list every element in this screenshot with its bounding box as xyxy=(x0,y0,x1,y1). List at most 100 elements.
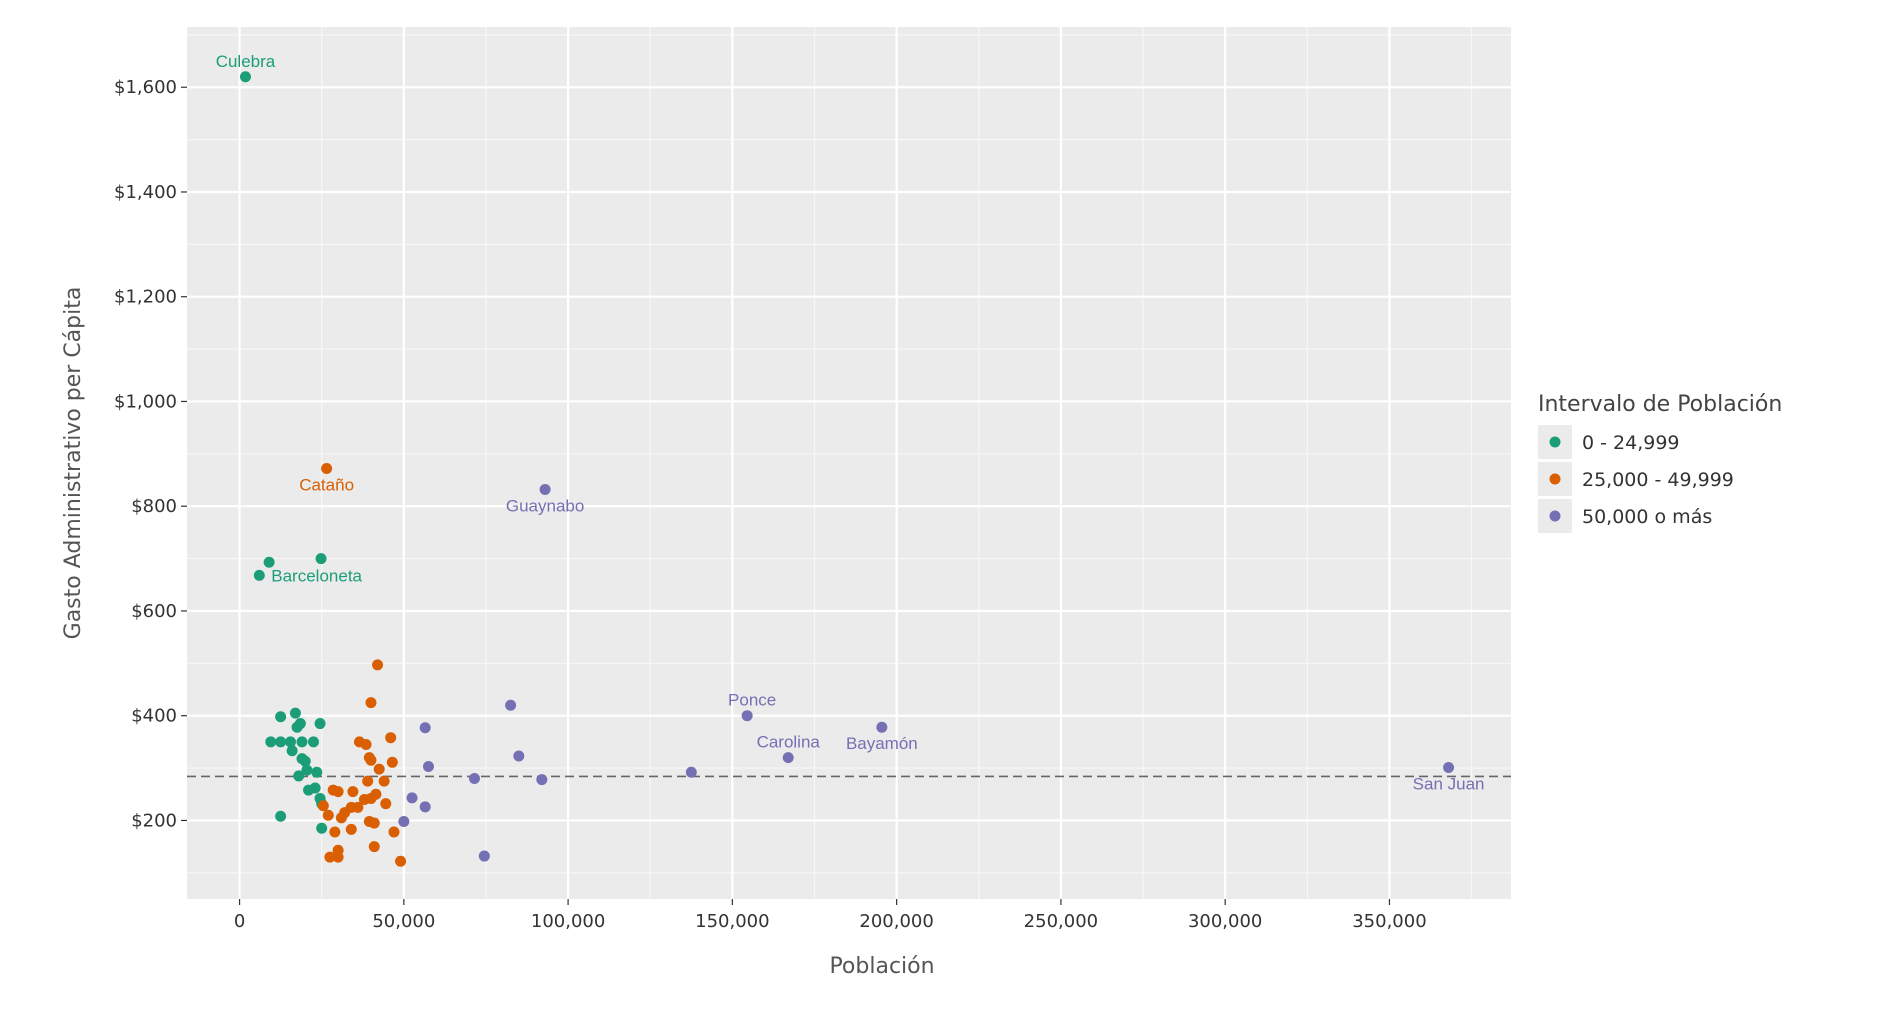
data-point xyxy=(782,752,794,764)
y-axis-ticks: $200 $400 $600 $800 $1,000 $1,200 $1,400 $1,600 xyxy=(114,77,187,831)
legend-swatch xyxy=(1549,510,1561,522)
point-label: San Juan xyxy=(1413,775,1485,794)
data-point xyxy=(398,815,410,827)
data-point xyxy=(536,774,548,786)
data-point xyxy=(385,732,397,744)
data-point xyxy=(307,736,319,748)
data-point xyxy=(324,851,336,863)
legend-label: 50,000 o más xyxy=(1582,506,1712,528)
data-point xyxy=(332,786,344,798)
point-label: Bayamón xyxy=(846,734,918,753)
legend-swatch xyxy=(1549,436,1561,448)
point-label: Carolina xyxy=(757,733,821,752)
data-point xyxy=(291,721,303,733)
data-point xyxy=(311,766,323,778)
legend-label: 0 - 24,999 xyxy=(1582,432,1680,454)
data-point xyxy=(539,483,551,495)
data-point xyxy=(478,850,490,862)
data-point xyxy=(335,812,347,824)
data-point xyxy=(406,792,418,804)
minor-gridlines xyxy=(187,27,1511,899)
data-point xyxy=(419,801,431,813)
y-tick-label: $1,000 xyxy=(114,391,177,412)
data-point xyxy=(352,801,364,813)
data-point xyxy=(293,770,305,782)
y-axis-title: Gasto Administrativo per Cápita xyxy=(61,287,86,640)
data-point xyxy=(360,739,372,751)
data-point xyxy=(317,800,329,812)
data-point xyxy=(289,707,301,719)
data-point xyxy=(321,462,333,474)
data-point xyxy=(368,841,380,853)
data-point xyxy=(284,736,296,748)
legend-label: 25,000 - 49,999 xyxy=(1582,469,1734,491)
data-point xyxy=(299,755,311,767)
legend-entries: 0 - 24,999 25,000 - 49,999 50,000 o más xyxy=(1538,425,1734,533)
x-tick-label: 250,000 xyxy=(1024,911,1098,932)
data-point xyxy=(365,697,377,709)
x-tick-label: 50,000 xyxy=(372,911,435,932)
plot-panel xyxy=(187,27,1511,899)
data-point xyxy=(741,710,753,722)
point-label: Guaynabo xyxy=(506,496,584,515)
data-point xyxy=(1443,762,1455,774)
data-points xyxy=(239,71,1455,867)
x-axis-ticks: 0 50,000 100,000 150,000 200,000 250,000 300,0… xyxy=(234,899,1427,932)
data-point xyxy=(316,822,328,834)
data-point xyxy=(386,756,398,768)
data-point xyxy=(296,736,308,748)
point-label: Barceloneta xyxy=(271,566,362,585)
data-point xyxy=(303,784,315,796)
x-axis-title: Población xyxy=(829,954,934,979)
data-point xyxy=(263,556,275,568)
data-point xyxy=(422,760,434,772)
data-point xyxy=(275,810,287,822)
data-point xyxy=(253,569,265,581)
x-tick-label: 200,000 xyxy=(859,911,933,932)
data-point xyxy=(345,823,357,835)
data-point xyxy=(468,773,480,785)
data-point xyxy=(329,826,341,838)
data-point xyxy=(275,736,287,748)
x-tick-label: 350,000 xyxy=(1352,911,1426,932)
legend-title: Intervalo de Población xyxy=(1538,392,1782,417)
x-tick-label: 150,000 xyxy=(695,911,769,932)
point-label: Culebra xyxy=(216,52,276,71)
legend: Intervalo de Población 0 - 24,999 25,000 … xyxy=(1538,392,1782,533)
data-point xyxy=(373,763,385,775)
data-point xyxy=(380,798,392,810)
y-tick-label: $1,200 xyxy=(114,287,177,308)
data-point xyxy=(372,659,384,671)
data-point xyxy=(314,718,326,730)
legend-swatch xyxy=(1549,473,1561,485)
y-tick-label: $200 xyxy=(131,810,177,831)
data-point xyxy=(395,855,407,867)
data-point xyxy=(301,764,313,776)
point-label: Ponce xyxy=(728,691,776,710)
point-label: Cataño xyxy=(299,475,354,494)
data-point xyxy=(322,809,334,821)
data-point xyxy=(315,553,327,565)
x-tick-label: 100,000 xyxy=(531,911,605,932)
data-point xyxy=(362,775,374,787)
data-point xyxy=(265,736,277,748)
data-point xyxy=(275,711,287,723)
data-point xyxy=(332,851,344,863)
data-point xyxy=(513,750,525,762)
data-point xyxy=(347,786,359,798)
data-point xyxy=(505,699,517,711)
data-point xyxy=(388,826,400,838)
y-tick-label: $1,600 xyxy=(114,77,177,98)
major-gridlines xyxy=(187,27,1511,899)
y-tick-label: $600 xyxy=(131,601,177,622)
y-tick-label: $400 xyxy=(131,706,177,727)
data-point xyxy=(239,71,251,83)
data-point xyxy=(368,817,380,829)
data-point xyxy=(685,766,697,778)
data-point xyxy=(378,775,390,787)
data-point xyxy=(365,792,377,804)
y-tick-label: $800 xyxy=(131,496,177,517)
x-tick-label: 0 xyxy=(234,911,245,932)
y-tick-label: $1,400 xyxy=(114,182,177,203)
